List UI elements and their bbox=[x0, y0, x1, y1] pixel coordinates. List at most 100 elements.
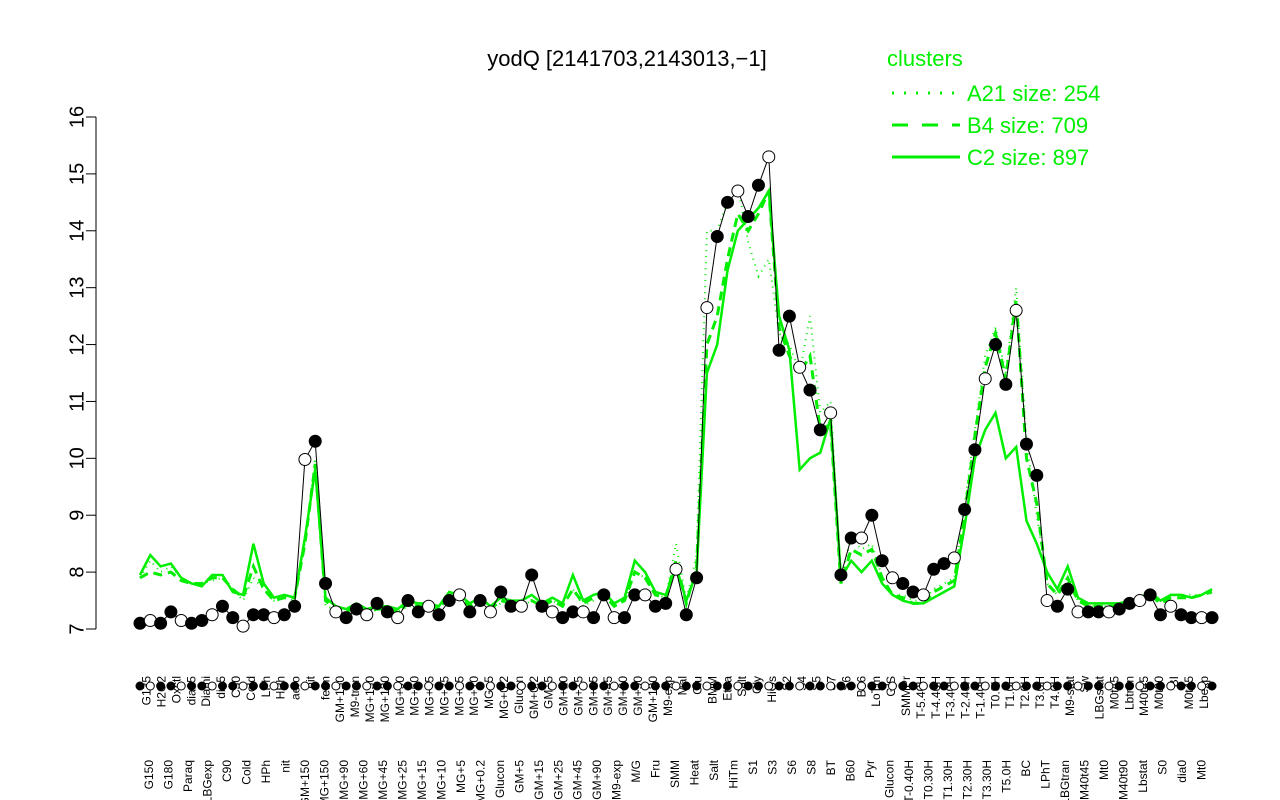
data-point bbox=[968, 443, 982, 457]
data-point bbox=[277, 608, 291, 622]
rug-marker bbox=[197, 681, 207, 691]
legend-title: clusters bbox=[887, 46, 963, 71]
rug-marker bbox=[248, 681, 258, 691]
rug-marker bbox=[187, 681, 197, 691]
x-tick-label: MG+25 bbox=[395, 760, 409, 800]
data-point bbox=[360, 608, 374, 622]
rug-marker bbox=[805, 681, 815, 691]
x-tick-label: Heat bbox=[688, 759, 702, 785]
x-tick-label: G180 bbox=[161, 760, 175, 790]
x-tick-label: MG+60 bbox=[356, 760, 370, 800]
x-tick-label: MG+0.2 bbox=[473, 760, 487, 800]
rug-marker bbox=[1207, 681, 1217, 691]
rug-marker bbox=[568, 681, 578, 691]
x-tick-label: LoTm bbox=[869, 676, 883, 707]
x-tick-label: Pyr bbox=[863, 760, 877, 778]
data-point bbox=[1040, 594, 1054, 608]
y-tick-label: 13 bbox=[66, 277, 88, 299]
rug-marker bbox=[1155, 681, 1165, 691]
data-point bbox=[772, 343, 786, 357]
x-tick-label: Glucon bbox=[883, 760, 897, 798]
data-point bbox=[587, 611, 601, 625]
rug-marker bbox=[145, 681, 155, 691]
data-point bbox=[1133, 594, 1147, 608]
data-point bbox=[1153, 608, 1167, 622]
data-point bbox=[380, 605, 394, 619]
rug-marker bbox=[1176, 681, 1186, 691]
data-point bbox=[865, 508, 879, 522]
data-point bbox=[803, 383, 817, 397]
data-point bbox=[741, 210, 755, 224]
data-point bbox=[721, 195, 735, 209]
data-point bbox=[875, 554, 889, 568]
data-point bbox=[659, 596, 673, 610]
data-point bbox=[638, 588, 652, 602]
rug-marker bbox=[207, 681, 217, 691]
x-tick-label: M0t45 bbox=[1107, 676, 1121, 710]
legend-label: C2 size: 897 bbox=[967, 145, 1089, 170]
x-tick-label: S6 bbox=[785, 760, 799, 775]
rug-marker bbox=[877, 681, 887, 691]
rug-marker bbox=[980, 681, 990, 691]
rug-marker bbox=[279, 681, 289, 691]
x-tick-label: GM+5 bbox=[542, 676, 556, 709]
x-tick-label: GM+90 bbox=[631, 676, 645, 716]
data-point bbox=[1205, 611, 1219, 625]
rug-marker bbox=[1094, 681, 1104, 691]
rug-marker bbox=[424, 681, 434, 691]
data-point bbox=[885, 571, 899, 585]
rug-marker bbox=[661, 681, 671, 691]
rug-marker bbox=[238, 681, 248, 691]
x-tick-label: LBGtran bbox=[1058, 760, 1072, 800]
rug-marker bbox=[176, 681, 186, 691]
data-point bbox=[978, 372, 992, 386]
y-tick-label: 11 bbox=[66, 391, 88, 412]
data-point bbox=[690, 571, 704, 585]
data-point bbox=[597, 588, 611, 602]
data-point bbox=[308, 434, 322, 448]
data-point bbox=[514, 599, 528, 613]
rug-marker bbox=[887, 681, 897, 691]
x-tick-label: MG+5 bbox=[482, 676, 496, 709]
rug-marker bbox=[784, 681, 794, 691]
data-point bbox=[700, 301, 714, 315]
data-point bbox=[215, 599, 229, 613]
rug-marker bbox=[434, 681, 444, 691]
x-tick-label: GM+60 bbox=[616, 676, 630, 716]
data-point bbox=[1030, 468, 1044, 482]
data-point bbox=[1143, 588, 1157, 602]
data-point bbox=[329, 605, 343, 619]
y-tick-label: 8 bbox=[66, 567, 88, 578]
x-tick-label: T1.30H bbox=[941, 760, 955, 799]
x-tick-label: M9-exp bbox=[610, 760, 624, 800]
rug-marker bbox=[599, 681, 609, 691]
rug-marker bbox=[1114, 681, 1124, 691]
rug-marker bbox=[496, 681, 506, 691]
rug-marker bbox=[300, 681, 310, 691]
x-tick-label: GM+90 bbox=[590, 760, 604, 800]
data-point bbox=[762, 150, 776, 164]
rug-marker bbox=[259, 681, 269, 691]
data-point bbox=[473, 594, 487, 608]
rug-marker bbox=[1073, 681, 1083, 691]
rug-marker bbox=[485, 681, 495, 691]
x-tick-label: MG+10 bbox=[434, 760, 448, 800]
x-tick-label: MG+45 bbox=[376, 760, 390, 800]
x-tick-label: Lbstat bbox=[1136, 759, 1150, 792]
x-tick-label: dia15 bbox=[184, 676, 198, 706]
rug-marker bbox=[372, 681, 382, 691]
rug-marker bbox=[537, 681, 547, 691]
x-tick-label: M0t90 bbox=[1152, 676, 1166, 710]
rug-marker bbox=[908, 681, 918, 691]
cluster-lines bbox=[138, 182, 1213, 614]
x-tick-label: Lbtran bbox=[1122, 676, 1136, 710]
x-tick-label: GM+25 bbox=[551, 760, 565, 800]
rug-marker bbox=[991, 681, 1001, 691]
y-tick-label: 16 bbox=[66, 106, 88, 128]
data-point bbox=[432, 608, 446, 622]
data-point bbox=[494, 585, 508, 599]
data-point bbox=[411, 605, 425, 619]
x-tick-label: Lbexp bbox=[1197, 676, 1211, 709]
rug-marker bbox=[1197, 681, 1207, 691]
data-point bbox=[545, 605, 559, 619]
